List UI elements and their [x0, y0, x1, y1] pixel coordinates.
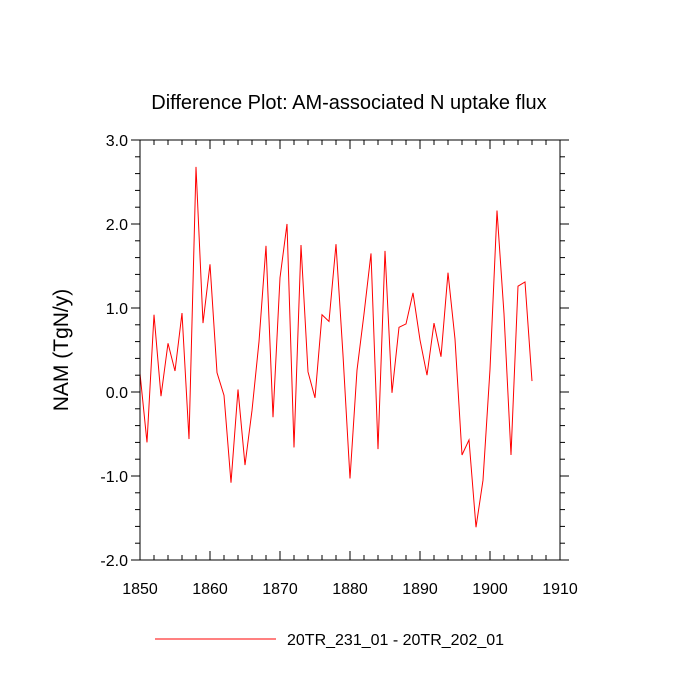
- legend: 20TR_231_01 - 20TR_202_01: [155, 632, 504, 649]
- plot-frame: [139, 139, 561, 561]
- series-lines: [139, 166, 533, 528]
- tick-labels: 1850 1860 1870 1880 1890 1900 1910 -2.0 -1.0 0.0 1…: [100, 133, 577, 598]
- y-tick-label: 0.0: [106, 385, 128, 402]
- y-axis-label: NAM (TgN/y): [50, 289, 73, 412]
- x-tick-label: 1870: [262, 581, 298, 598]
- series-line: [139, 166, 533, 528]
- y-tick-label: -2.0: [100, 553, 128, 570]
- chart-title: Difference Plot: AM-associated N uptake …: [151, 92, 546, 114]
- y-tick-label: 2.0: [106, 217, 128, 234]
- x-tick-label: 1860: [192, 581, 228, 598]
- x-tick-label: 1850: [122, 581, 158, 598]
- x-tick-label: 1880: [332, 581, 368, 598]
- y-tick-label: 1.0: [106, 301, 128, 318]
- x-tick-label: 1910: [542, 581, 578, 598]
- axis-ticks: [131, 139, 569, 561]
- legend-label: 20TR_231_01 - 20TR_202_01: [287, 632, 504, 649]
- x-tick-label: 1900: [472, 581, 508, 598]
- y-tick-label: -1.0: [100, 469, 128, 486]
- y-tick-label: 3.0: [106, 133, 128, 150]
- x-tick-label: 1890: [402, 581, 438, 598]
